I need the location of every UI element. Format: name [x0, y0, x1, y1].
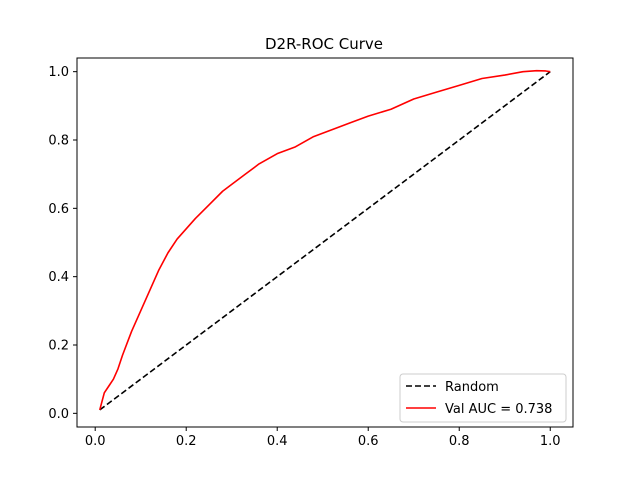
- axes-frame: [76, 57, 574, 428]
- legend: Random Val AUC = 0.738: [399, 373, 567, 423]
- x-tick-label: 0.6: [358, 434, 379, 449]
- x-tick-label: 0.2: [176, 434, 197, 449]
- y-axis: 0.0 0.2 0.4 0.6 0.8 1.0: [48, 65, 77, 422]
- legend-label-val-auc: Val AUC = 0.738: [445, 402, 552, 417]
- chart-title: D2R-ROC Curve: [265, 35, 383, 53]
- legend-label-random: Random: [445, 380, 499, 395]
- roc-curve-line: [98, 69, 551, 411]
- random-baseline-line: [99, 71, 551, 411]
- x-tick-label: 0.8: [449, 434, 470, 449]
- y-tick-label: 0.0: [48, 407, 69, 422]
- y-tick-label: 0.2: [48, 339, 69, 354]
- legend-box: [399, 373, 567, 423]
- series-layer: [98, 69, 551, 411]
- x-tick-label: 1.0: [540, 434, 561, 449]
- y-tick-label: 0.4: [48, 270, 69, 285]
- x-tick-label: 0.0: [85, 434, 106, 449]
- x-axis: 0.0 0.2 0.4 0.6 0.8 1.0: [85, 427, 561, 449]
- x-tick-label: 0.4: [267, 434, 288, 449]
- plot-area: [76, 57, 574, 428]
- y-tick-label: 0.6: [48, 202, 69, 217]
- y-tick-label: 0.8: [48, 134, 69, 149]
- y-tick-label: 1.0: [48, 65, 69, 80]
